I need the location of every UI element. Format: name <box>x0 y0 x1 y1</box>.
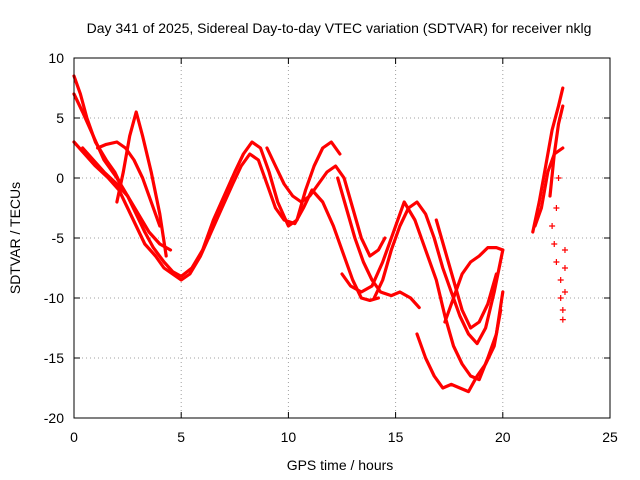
x-tick-label: 10 <box>281 429 297 445</box>
scatter-point <box>561 247 568 253</box>
y-tick-label: 0 <box>56 170 64 186</box>
axis-ticks: 0 5 10 15 20 25 -20 -15 -10 -5 0 5 10 <box>44 50 618 445</box>
scatter-point <box>553 205 560 211</box>
scatter-point <box>561 265 568 271</box>
series-arc-16 <box>548 104 565 198</box>
series-arc-6 <box>115 110 168 258</box>
y-tick-label: -10 <box>44 290 64 306</box>
x-tick-label: 20 <box>495 429 511 445</box>
series-arc-12 <box>443 246 505 324</box>
chart-title: Day 341 of 2025, Sidereal Day-to-day VTE… <box>87 20 592 36</box>
x-tick-label: 5 <box>177 429 185 445</box>
x-tick-label: 25 <box>602 429 618 445</box>
series-arc-5 <box>96 140 162 228</box>
y-tick-label: -5 <box>52 230 65 246</box>
scatter-point <box>553 259 560 265</box>
series-arc-14 <box>531 86 565 234</box>
scatter-point <box>559 307 566 313</box>
scatter-points <box>549 175 568 323</box>
scatter-point <box>555 175 562 181</box>
series-arc-9 <box>340 200 505 382</box>
y-tick-label: -20 <box>44 410 64 426</box>
y-tick-label: -15 <box>44 350 64 366</box>
series-arc-3 <box>72 140 380 302</box>
scatter-point <box>559 316 566 323</box>
scatter-point <box>557 277 564 283</box>
series-arc-8 <box>336 176 421 310</box>
data-series <box>72 74 565 394</box>
y-tick-label: 5 <box>56 110 64 126</box>
scatter-point <box>557 295 564 301</box>
series-arc-13 <box>434 218 498 330</box>
scatter-point <box>549 223 556 229</box>
y-axis-label: SDTVAR / TECUs <box>7 182 23 294</box>
series-arc-7 <box>265 146 387 258</box>
x-tick-label: 15 <box>388 429 404 445</box>
series-arc-11 <box>372 200 505 346</box>
series-arc-15 <box>533 146 565 228</box>
series-arc-4 <box>81 146 173 252</box>
scatter-point <box>551 241 558 247</box>
series-arc-10 <box>415 308 503 394</box>
x-axis-label: GPS time / hours <box>287 457 394 473</box>
series-arc-1 <box>72 74 125 192</box>
scatter-point <box>561 289 568 295</box>
y-tick-label: 10 <box>48 50 64 66</box>
x-tick-label: 0 <box>70 429 78 445</box>
